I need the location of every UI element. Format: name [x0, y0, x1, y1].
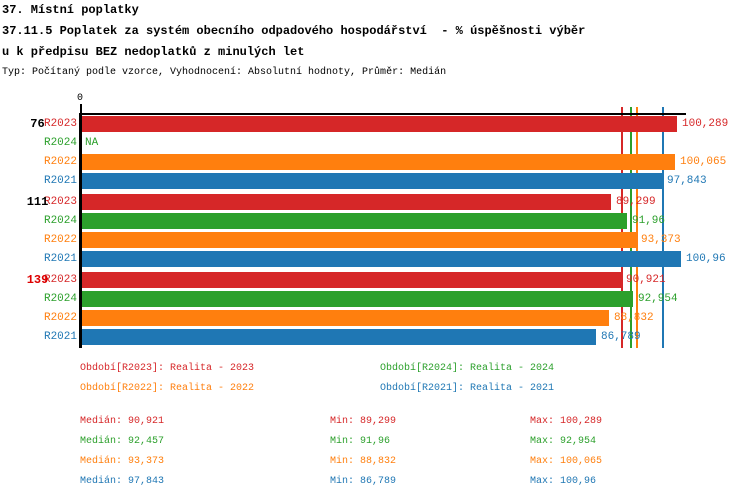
bar: [82, 291, 633, 307]
page-title: 37. Místní poplatky: [2, 3, 139, 17]
bar-value-label: 92,954: [638, 293, 678, 305]
series-row-label: R2023: [43, 118, 77, 130]
series-row-label: R2024: [43, 293, 77, 305]
series-row-label: R2023: [43, 274, 77, 286]
median-line-R2021: [662, 107, 664, 348]
stats-max-R2023: Max: 100,289: [530, 416, 603, 427]
bar-value-label: 97,843: [667, 175, 707, 187]
chart-title: 37.11.5 Poplatek za systém obecního odpa…: [2, 24, 586, 38]
legend-item-R2022: Období[R2022]: Realita - 2022: [80, 383, 255, 394]
group-label: 76: [30, 117, 45, 131]
stats-min-R2022: Min: 88,832: [330, 456, 397, 467]
stats-median-R2023: Medián: 90,921: [80, 416, 165, 427]
bar: [82, 213, 627, 229]
stats-median-R2024: Medián: 92,457: [80, 436, 165, 447]
stats-max-R2022: Max: 100,065: [530, 456, 603, 467]
bar: [82, 232, 636, 248]
stats-min-R2021: Min: 86,789: [330, 476, 397, 487]
chart-title-2: u k předpisu BEZ nedoplatků z minulých l…: [2, 45, 305, 59]
bar-value-label: 90,921: [626, 274, 666, 286]
stats-max-R2021: Max: 100,96: [530, 476, 597, 487]
stats-min-R2024: Min: 91,96: [330, 436, 391, 447]
legend-item-R2024: Období[R2024]: Realita - 2024: [380, 363, 555, 374]
series-row-label: R2024: [43, 137, 77, 149]
bar: [82, 116, 677, 132]
group-label: 139: [26, 273, 49, 287]
bar-value-label: 100,289: [682, 118, 729, 130]
stats-median-R2022: Medián: 93,373: [80, 456, 165, 467]
bar-value-label: 88,832: [614, 312, 654, 324]
stats-max-R2024: Max: 92,954: [530, 436, 597, 447]
bar-value-label: 86,789: [601, 331, 641, 343]
bar: [82, 194, 611, 210]
zero-label: 0: [76, 93, 83, 104]
series-row-label: R2022: [43, 234, 77, 246]
legend-item-R2023: Období[R2023]: Realita - 2023: [80, 363, 255, 374]
series-row-label: R2022: [43, 156, 77, 168]
series-row-label: R2022: [43, 312, 77, 324]
series-row-label: R2023: [43, 196, 77, 208]
bar: [82, 251, 681, 267]
stats-min-R2023: Min: 89,299: [330, 416, 397, 427]
bar: [82, 329, 596, 345]
series-row-label: R2021: [43, 175, 77, 187]
chart-meta-line: Typ: Počítaný podle vzorce, Vyhodnocení:…: [2, 67, 447, 78]
bar-value-label: 100,96: [686, 253, 726, 265]
bar-value-label: 93,373: [641, 234, 681, 246]
na-label: NA: [85, 137, 99, 149]
stats-median-R2021: Medián: 97,843: [80, 476, 165, 487]
bar-value-label: 91,96: [632, 215, 666, 227]
x-axis-line: [79, 113, 686, 115]
bar: [82, 173, 662, 189]
bar-value-label: 89,299: [616, 196, 656, 208]
bar: [82, 272, 621, 288]
bar: [82, 154, 675, 170]
median-line-R2022: [636, 107, 638, 348]
group-label: 111: [26, 195, 49, 209]
legend-item-R2021: Období[R2021]: Realita - 2021: [380, 383, 555, 394]
bar: [82, 310, 609, 326]
zero-tick: [80, 104, 82, 113]
series-row-label: R2024: [43, 215, 77, 227]
median-line-R2024: [630, 107, 632, 348]
series-row-label: R2021: [43, 331, 77, 343]
bar-value-label: 100,065: [680, 156, 727, 168]
y-axis-line: [79, 113, 82, 348]
series-row-label: R2021: [43, 253, 77, 265]
